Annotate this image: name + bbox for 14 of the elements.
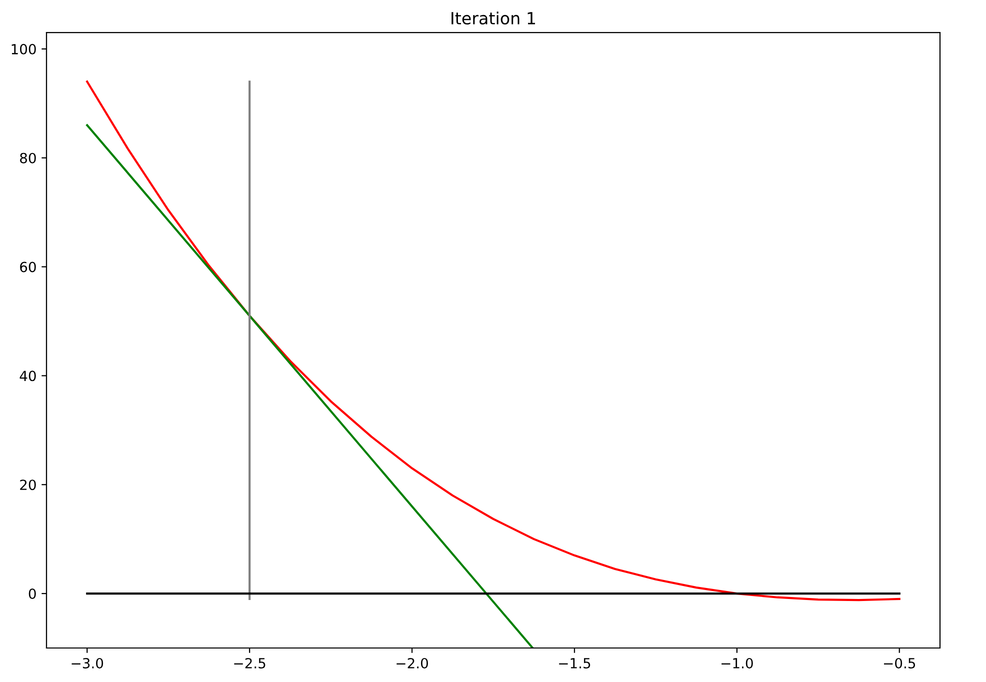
y-tick-label: 60 [20,262,36,272]
x-tick-label: −2.0 [396,658,428,668]
x-tick-label: −0.5 [884,658,916,668]
y-tick-label: 0 [28,588,36,600]
x-tick-label: −2.5 [234,658,266,668]
y-tick-label: 20 [20,480,36,490]
line-series [86,80,900,602]
chart-title: Iteration 1 [452,12,536,25]
x-tick-label: −3.0 [72,658,104,668]
y-tick-label: 40 [20,370,36,382]
x-tick-label: −1.0 [722,658,753,668]
y-tick-label: 100 [12,44,36,54]
x-tick-label: −1.5 [559,658,590,668]
y-tick-label: 80 [20,152,36,164]
